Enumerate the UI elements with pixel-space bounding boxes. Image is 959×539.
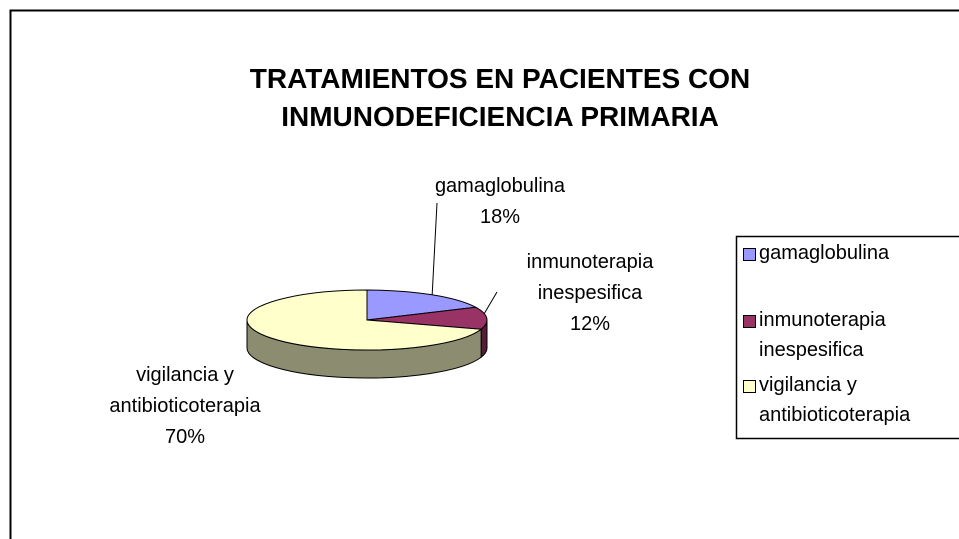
data-label-name: gamaglobulina [434,175,566,197]
pie [246,289,488,379]
data-label: inmunoterapia inespesifica 12% [495,247,685,340]
legend-entry: vigilancia y antibioticoterapia [759,370,959,430]
legend-box [735,235,959,440]
data-label: gamaglobulina 18% [400,171,600,233]
legend-swatch [743,380,756,393]
leader-line [431,202,438,299]
data-label-value: 12% [569,313,611,335]
data-label: vigilancia y antibioticoterapia 70% [100,360,270,453]
data-label-name: vigilancia y antibioticoterapia [109,364,261,417]
chart-title: TRATAMIENTOS EN PACIENTES CON INMUNODEFI… [249,63,751,132]
legend-swatch [743,248,756,261]
legend-entry: inmunoterapia inespesifica [759,305,959,365]
legend-swatch [743,315,756,328]
legend-label: inmunoterapia inespesifica [759,309,886,361]
legend-entry: gamaglobulina [759,238,959,268]
pie-slice [366,289,478,321]
data-label-name: inmunoterapia inespesifica [526,251,654,304]
data-label-value: 70% [164,426,206,448]
pie-slice [366,306,488,330]
data-label-value: 18% [479,206,521,228]
legend-label: gamaglobulina [759,242,890,264]
legend-label: vigilancia y antibioticoterapia [759,374,911,426]
chart-border [9,9,959,539]
pie-slice [246,289,483,351]
leader-line [483,291,498,315]
